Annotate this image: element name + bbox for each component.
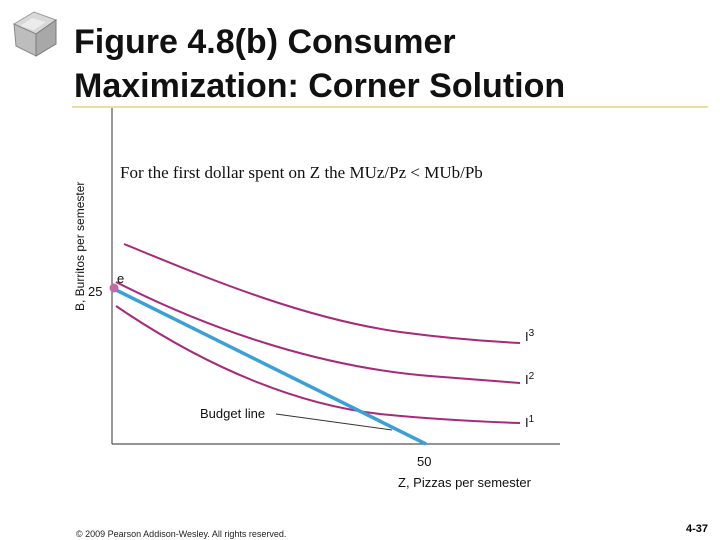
curve-label-i1: I1	[525, 414, 535, 430]
budget-line-label: Budget line	[200, 406, 265, 421]
annotation-text: For the first dollar spent on Z the MUz/…	[120, 163, 483, 182]
copyright-footer: © 2009 Pearson Addison-Wesley. All right…	[76, 529, 287, 539]
title-line-1: Figure 4.8(b) Consumer	[74, 23, 456, 61]
y-tick-25: 25	[88, 284, 102, 299]
budget-line	[111, 286, 427, 446]
corner-point-e	[109, 283, 119, 293]
indifference-curve-i3	[123, 243, 521, 344]
budget-label-leader	[275, 413, 393, 431]
curve-label-i2: I2	[525, 371, 535, 387]
decorative-cube-icon	[12, 11, 58, 57]
x-axis-label: Z, Pizzas per semester	[398, 475, 532, 490]
curve-label-i3: I3	[525, 328, 535, 344]
indifference-curve-i1	[115, 305, 521, 424]
point-label-e: e	[117, 271, 124, 286]
y-axis-label: B, Burritos per semester	[73, 182, 87, 311]
title-line-2: Maximization: Corner Solution	[74, 67, 566, 105]
slide-title: Figure 4.8(b) Consumer Maximization: Cor…	[74, 20, 714, 108]
page-number: 4-37	[685, 523, 708, 535]
indifference-curve-i2	[115, 281, 521, 384]
x-tick-50: 50	[417, 454, 431, 469]
title-underline	[72, 106, 708, 108]
